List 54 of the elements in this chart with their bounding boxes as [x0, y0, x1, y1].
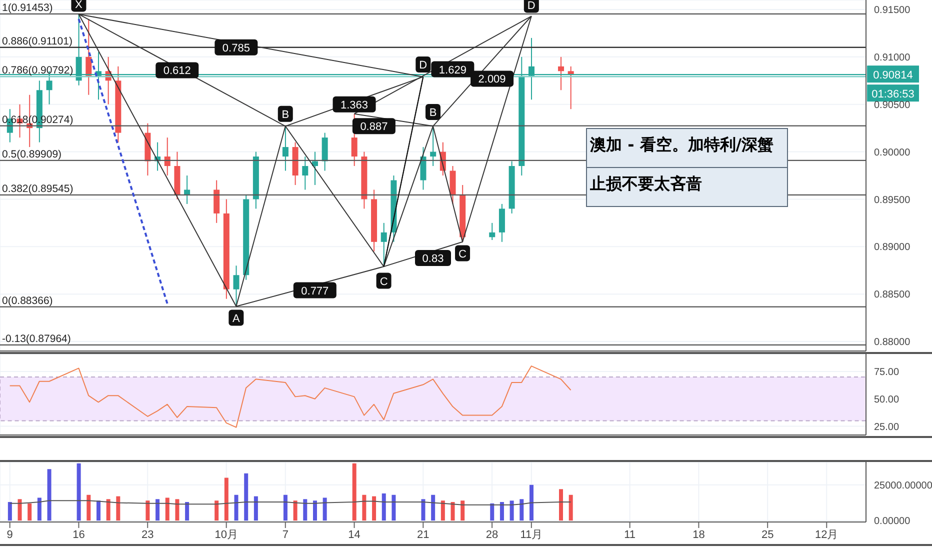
annotation: B — [282, 108, 290, 121]
y-tick-label: 0.91500 — [874, 5, 911, 16]
y-tick-label: 0.88000 — [874, 337, 911, 348]
ref-line-label: 1(0.91453) — [2, 2, 53, 14]
y-tick-label: 0.88500 — [874, 290, 911, 301]
annotation: 0.887 — [360, 121, 388, 134]
x-tick-label: 14 — [348, 528, 360, 541]
y-tick-label: 0.90000 — [874, 147, 911, 158]
annotation: 止损不要太吝啬 — [587, 167, 787, 206]
x-tick-label: 28 — [486, 528, 498, 541]
annotation: 0.83 — [422, 253, 444, 266]
annotation: A — [232, 312, 241, 325]
annotation: 澳加 - 看空。加特利/深蟹 — [589, 134, 775, 156]
x-tick-label: 16 — [72, 528, 85, 541]
y-tick-label: 25000.00000 — [874, 480, 932, 492]
ref-line-label: 0.786(0.90792) — [2, 64, 74, 77]
y-tick-label: 0.89000 — [874, 242, 911, 254]
annotation: X — [75, 0, 84, 11]
annotation: 2.009 — [478, 74, 506, 86]
x-tick-label: 9 — [6, 528, 13, 541]
x-tick-label: 25 — [761, 528, 774, 541]
note-box: 澳加 - 看空。加特利/深蟹 止损不要太吝啬 — [586, 128, 788, 207]
x-tick-label: 21 — [417, 528, 430, 541]
ref-line-label: 0(0.88366) — [2, 294, 53, 307]
annotation: C — [380, 276, 388, 288]
x-tick-label: 11 — [624, 528, 636, 541]
ref-line-label: 0.382(0.89545) — [2, 182, 74, 195]
y-tick-label: 0.90500 — [874, 100, 911, 111]
annotation: D — [527, 0, 536, 12]
ref-line-label: 0.886(0.91101) — [2, 35, 72, 48]
annotation: B — [429, 106, 437, 119]
ref-line-label: 0.90814 — [873, 70, 913, 82]
text: 01:36:53 — [872, 88, 914, 101]
annotation: D — [419, 60, 428, 72]
annotation: 0.612 — [163, 65, 191, 78]
annotation: 0.785 — [222, 42, 250, 54]
y-tick-label: 50.00 — [874, 394, 900, 406]
ref-line-label: -0.13(0.87964) — [2, 332, 71, 345]
annotation: 1.363 — [340, 99, 368, 112]
x-tick-label: 7 — [282, 528, 288, 541]
x-tick-label: 12月 — [815, 528, 838, 541]
x-tick-label: 10月 — [214, 528, 238, 541]
y-tick-label: 75.00 — [874, 367, 900, 378]
y-tick-label: 0.00000 — [874, 516, 911, 528]
annotation: C — [458, 248, 467, 260]
y-tick-label: 0.89500 — [874, 194, 911, 206]
y-tick-label: 0.91000 — [874, 52, 911, 64]
ref-line-label: 0.5(0.89909) — [2, 148, 62, 160]
x-tick-label: 18 — [692, 528, 705, 541]
annotation: 0.777 — [301, 285, 329, 298]
x-tick-label: 23 — [141, 528, 154, 541]
y-tick-label: 25.00 — [874, 422, 900, 433]
x-tick-label: 11月 — [520, 528, 543, 541]
annotation: 1.629 — [438, 64, 466, 76]
